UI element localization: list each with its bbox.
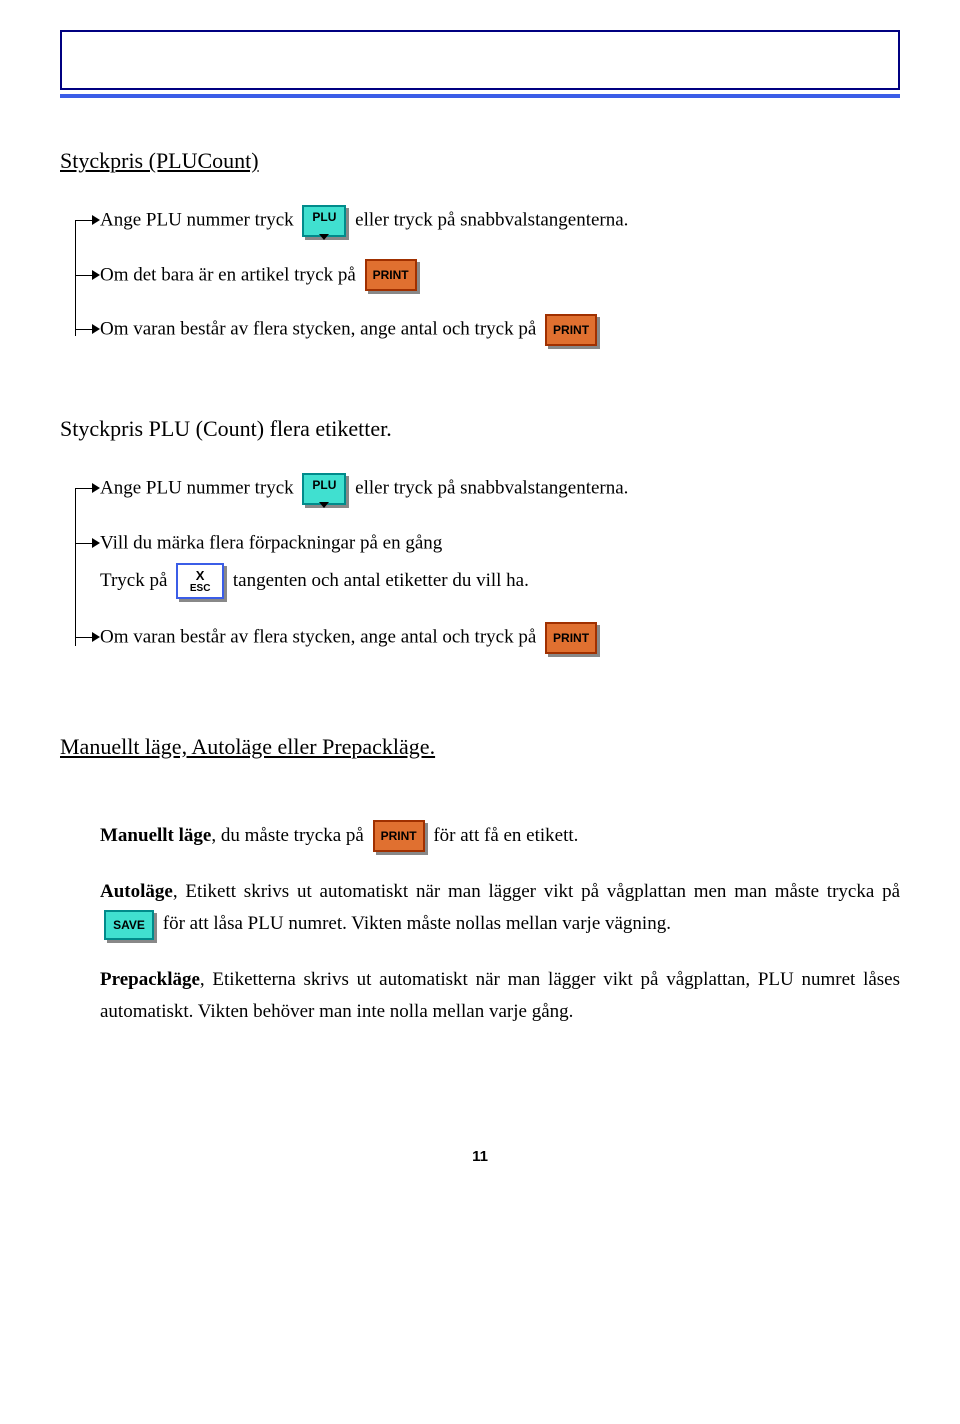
arrow-icon: [92, 538, 100, 548]
print-key-icon: PRINT: [365, 259, 417, 291]
paragraph: Manuellt läge, du måste trycka på PRINT …: [100, 820, 900, 853]
plu-key-icon: PLU: [302, 205, 346, 237]
para-bold: Autoläge: [100, 881, 173, 902]
row-text: Vill du märka flera förpackningar på en …: [100, 532, 442, 553]
arrow-icon: [92, 270, 100, 280]
row-text: Ange PLU nummer tryck: [100, 478, 294, 499]
section3-body: Manuellt läge, du måste trycka på PRINT …: [60, 820, 900, 1029]
para-text: för att låsa PLU numret. Vikten måste no…: [163, 913, 671, 934]
row-text: tangenten och antal etiketter du vill ha…: [233, 570, 529, 591]
key-label: X: [196, 569, 205, 583]
tree-subrow: Tryck på XESC tangenten och antal etiket…: [100, 563, 900, 599]
tree-row: Vill du märka flera förpackningar på en …: [100, 527, 900, 600]
key-label: PRINT: [553, 622, 589, 654]
para-text: , du måste trycka på: [211, 825, 363, 846]
paragraph: Autoläge, Etikett skrivs ut automatiskt …: [100, 876, 900, 940]
arrow-icon: [92, 215, 100, 225]
row-text: Om det bara är en artikel tryck på: [100, 264, 356, 285]
x-esc-key-icon: XESC: [176, 563, 224, 599]
section3-title: Manuellt läge, Autoläge eller Prepackläg…: [60, 734, 900, 760]
row-text: Om varan består av flera stycken, ange a…: [100, 627, 536, 648]
key-label: PLU: [312, 469, 336, 501]
tree-vline: [75, 220, 76, 336]
tree-vline: [75, 488, 76, 646]
section1-tree: Ange PLU nummer tryck PLU eller tryck på…: [60, 204, 900, 346]
header-rule: [60, 94, 900, 98]
key-label: PRINT: [373, 259, 409, 291]
page-number: 11: [60, 1148, 900, 1165]
para-text: , Etikett skrivs ut automatiskt när man …: [173, 881, 900, 902]
row-text: Ange PLU nummer tryck: [100, 210, 294, 231]
key-label: PRINT: [381, 820, 417, 852]
section1-title: Styckpris (PLUCount): [60, 148, 900, 174]
tree-row: Ange PLU nummer tryck PLU eller tryck på…: [100, 204, 900, 237]
arrow-icon: [92, 632, 100, 642]
row-text: eller tryck på snabbvalstangenterna.: [355, 210, 628, 231]
para-text: för att få en etikett.: [433, 825, 578, 846]
tree-row: Om varan består av flera stycken, ange a…: [100, 313, 900, 346]
print-key-icon: PRINT: [545, 314, 597, 346]
arrow-icon: [92, 483, 100, 493]
print-key-icon: PRINT: [373, 820, 425, 852]
tree-row: Om det bara är en artikel tryck på PRINT: [100, 259, 900, 292]
key-label: ESC: [190, 583, 211, 594]
key-label: SAVE: [113, 909, 145, 941]
row-text: Om varan består av flera stycken, ange a…: [100, 319, 536, 340]
key-label: PRINT: [553, 314, 589, 346]
key-label: PLU: [312, 201, 336, 233]
row-text: Tryck på: [100, 570, 167, 591]
print-key-icon: PRINT: [545, 622, 597, 654]
page: Styckpris (PLUCount) Ange PLU nummer try…: [0, 0, 960, 1205]
tree-row: Om varan består av flera stycken, ange a…: [100, 621, 900, 654]
section2-title: Styckpris PLU (Count) flera etiketter.: [60, 416, 900, 442]
plu-key-icon: PLU: [302, 473, 346, 505]
section2-tree: Ange PLU nummer tryck PLU eller tryck på…: [60, 472, 900, 654]
para-bold: Manuellt läge: [100, 825, 211, 846]
save-key-icon: SAVE: [104, 910, 154, 940]
para-bold: Prepackläge: [100, 969, 200, 990]
row-text: eller tryck på snabbvalstangenterna.: [355, 478, 628, 499]
header-box: [60, 30, 900, 90]
tree-row: Ange PLU nummer tryck PLU eller tryck på…: [100, 472, 900, 505]
arrow-icon: [92, 324, 100, 334]
paragraph: Prepackläge, Etiketterna skrivs ut autom…: [100, 964, 900, 1028]
para-text: , Etiketterna skrivs ut automatiskt när …: [100, 969, 900, 1022]
